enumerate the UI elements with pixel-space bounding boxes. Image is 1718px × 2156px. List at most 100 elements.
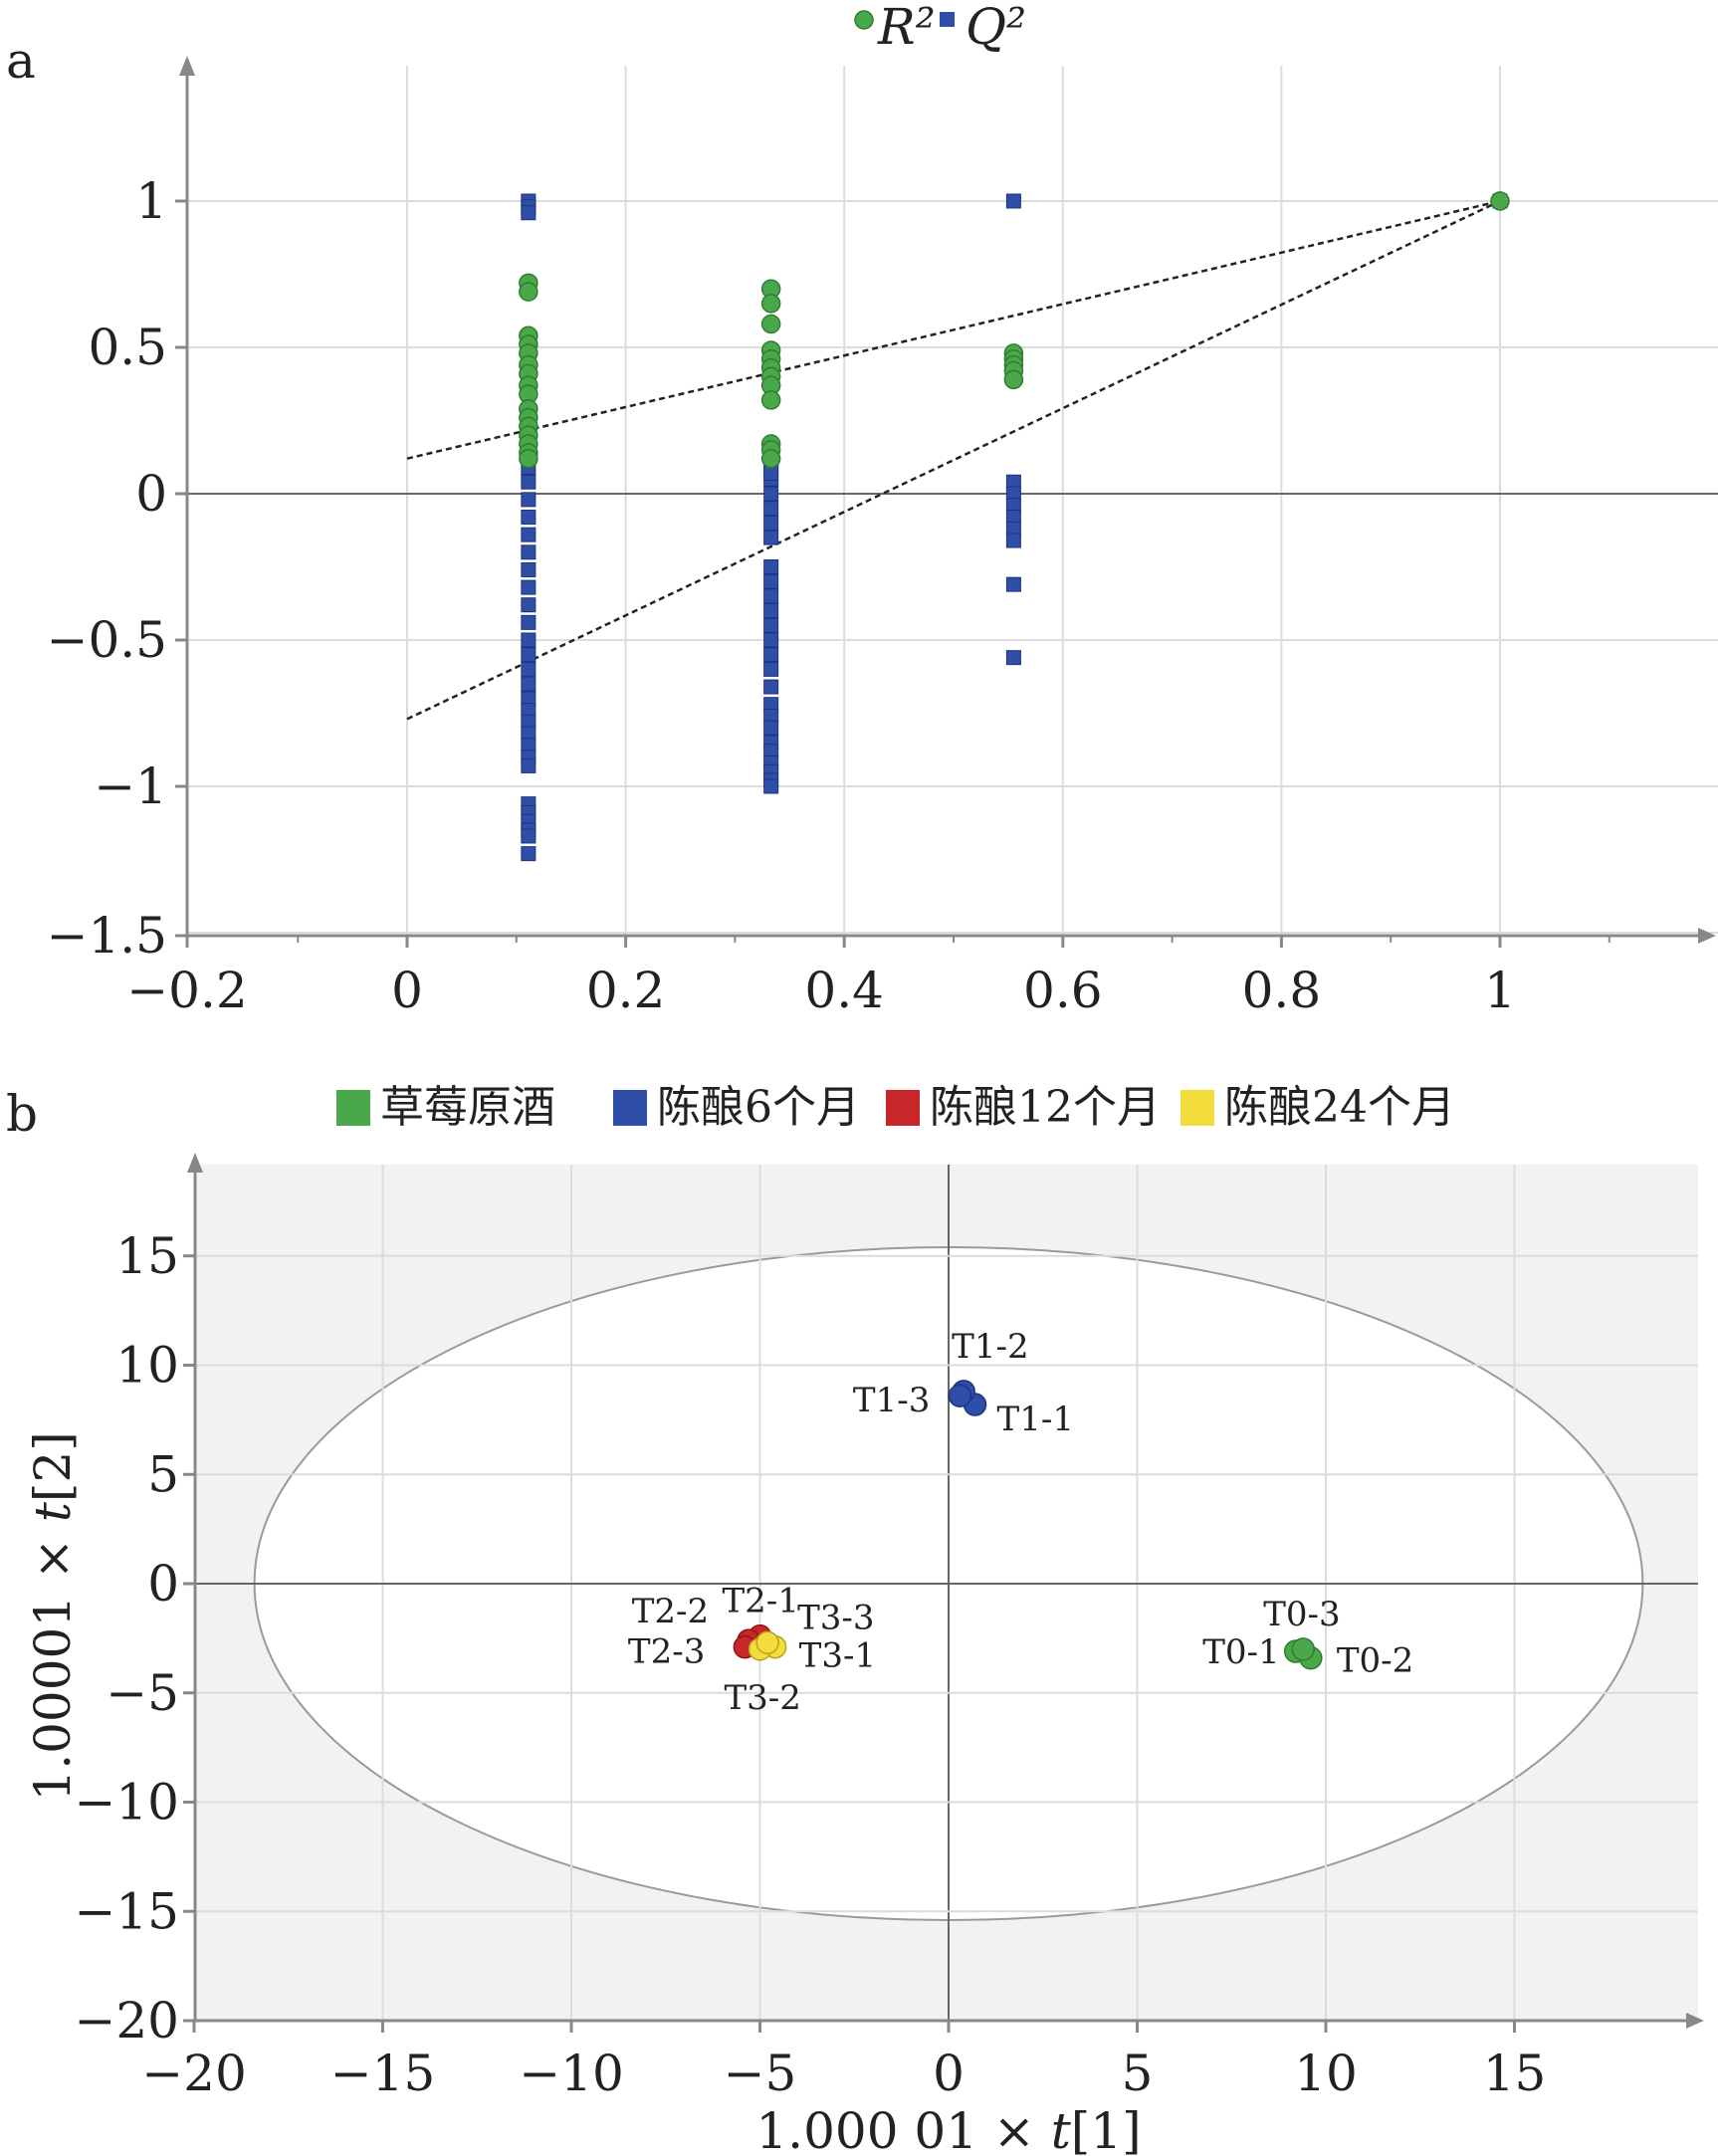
x-tick-label: 10 <box>1294 2045 1358 2102</box>
q2-point <box>521 647 537 663</box>
score-point-label: T0-3 <box>1263 1595 1340 1634</box>
q2-point <box>521 614 537 630</box>
q2-point <box>521 579 537 595</box>
x-tick-label: 0.8 <box>1242 962 1322 1019</box>
q2-point <box>1005 193 1021 209</box>
y-tick-label: 0 <box>147 1555 179 1613</box>
y-tick-label: 15 <box>115 1227 179 1285</box>
q2-point <box>763 515 779 531</box>
panel-a-chart: −0.2 0 0.2 0.4 0.6 0.8 1 −1.5 −1 −0.5 0 0.5 1 R² Q² <box>47 0 1718 1019</box>
q2-point <box>763 720 779 736</box>
q2-point <box>521 676 537 692</box>
y-tick-label: 10 <box>115 1337 179 1395</box>
score-point-label: T2-2 <box>632 1592 709 1631</box>
x-tick-label: 1 <box>1484 962 1516 1019</box>
y-axis-arrow <box>187 1153 203 1173</box>
q2-point <box>763 501 779 517</box>
q2-point <box>763 661 779 677</box>
score-point-label: T0-2 <box>1337 1641 1413 1681</box>
y-tick-label: −20 <box>74 1992 179 2049</box>
y-tick-label: −5 <box>106 1664 179 1722</box>
q2-point <box>521 492 537 508</box>
y-tick-label: 5 <box>147 1445 179 1503</box>
q2-point <box>763 778 779 794</box>
legend-label: 陈酿12个月 <box>930 1082 1161 1133</box>
score-point-label: T0-1 <box>1202 1632 1279 1672</box>
q2-point <box>763 559 779 574</box>
legend-q2-marker <box>940 12 955 27</box>
score-point-label: T1-3 <box>853 1381 930 1420</box>
y-tick-label: −10 <box>74 1774 179 1832</box>
q2-point <box>521 561 537 577</box>
legend-b: 草莓原酒 陈酿6个月 陈酿12个月 陈酿24个月 <box>336 1082 1455 1133</box>
legend-swatch <box>613 1090 647 1126</box>
r2-point <box>1003 369 1024 390</box>
legend-r2-label: R² <box>877 0 936 56</box>
q2-point <box>521 757 537 773</box>
panel-a-label: a <box>6 32 36 90</box>
y-tick-label: −1.5 <box>47 907 167 965</box>
x-tick-label: 15 <box>1483 2045 1547 2102</box>
x-tick-label: 0.6 <box>1023 962 1103 1019</box>
legend-label: 陈酿24个月 <box>1224 1082 1455 1133</box>
r2-point <box>519 448 538 469</box>
q2-point <box>521 828 537 844</box>
q2-point <box>763 647 779 663</box>
q2-point <box>521 632 537 648</box>
q2-point <box>521 661 537 677</box>
y-tick-label: 1 <box>135 172 167 230</box>
x-tick-label: −15 <box>330 2045 436 2102</box>
score-point-label: T3-2 <box>725 1678 801 1718</box>
score-point <box>755 1630 779 1655</box>
x-axis-arrow <box>1698 928 1716 944</box>
q2-point <box>521 544 537 560</box>
y-axis-arrow <box>179 56 195 76</box>
score-point-label: T2-3 <box>628 1632 705 1672</box>
q2-point <box>763 573 779 589</box>
r2-point <box>760 314 781 334</box>
x-tick-label: 0 <box>391 962 423 1019</box>
x-tick-label: −10 <box>519 2045 624 2102</box>
q2-point <box>521 527 537 542</box>
legend-q2-label: Q² <box>966 0 1026 56</box>
legend-swatch <box>336 1090 370 1126</box>
q2-point <box>763 603 779 619</box>
legend-label: 陈酿6个月 <box>657 1082 860 1133</box>
r2-point <box>1490 191 1510 211</box>
y-axis-title-var: t <box>24 1501 82 1522</box>
score-point-label: T2-1 <box>723 1582 799 1621</box>
q2-point <box>521 846 537 862</box>
x-axis-title-var: t <box>1051 2102 1072 2156</box>
x-tick-label: 0.2 <box>586 962 666 1019</box>
r2-point <box>760 448 781 469</box>
y-tick-label: −0.5 <box>47 611 167 669</box>
score-point <box>948 1384 972 1407</box>
r2-point <box>760 294 781 314</box>
q2-point <box>521 474 537 490</box>
y-tick-label: −1 <box>94 757 167 815</box>
y-axis-title: 1.00001 × t[2] <box>24 1431 82 1801</box>
score-point-label: T3-1 <box>799 1636 876 1676</box>
legend-r2-marker <box>854 10 874 30</box>
score-point-label: T3-3 <box>797 1598 874 1637</box>
score-point-label: T1-2 <box>952 1327 1028 1367</box>
legend-a: R² Q² <box>854 0 1026 56</box>
x-tick-label: −20 <box>141 2045 247 2102</box>
q2-point <box>521 205 537 221</box>
x-tick-label: −5 <box>724 2045 797 2102</box>
q2-point <box>763 679 779 695</box>
q2-point <box>763 486 779 502</box>
q2-point <box>521 597 537 613</box>
r2-point <box>760 390 781 410</box>
panel-b-chart: −20 −15 −10 −5 0 5 10 15 −20 −15 −10 −5 0 5 10 15 1.000 … <box>24 1082 1704 2156</box>
trend-line-r2 <box>406 199 1501 460</box>
score-point <box>1291 1637 1316 1661</box>
q2-point <box>521 510 537 526</box>
trend-line-q2 <box>406 199 1501 721</box>
y-tick-label: 0 <box>135 465 167 523</box>
q2-point <box>763 530 779 545</box>
x-tick-label: 5 <box>1122 2045 1154 2102</box>
q2-point <box>763 617 779 633</box>
legend-label: 草莓原酒 <box>380 1082 555 1133</box>
